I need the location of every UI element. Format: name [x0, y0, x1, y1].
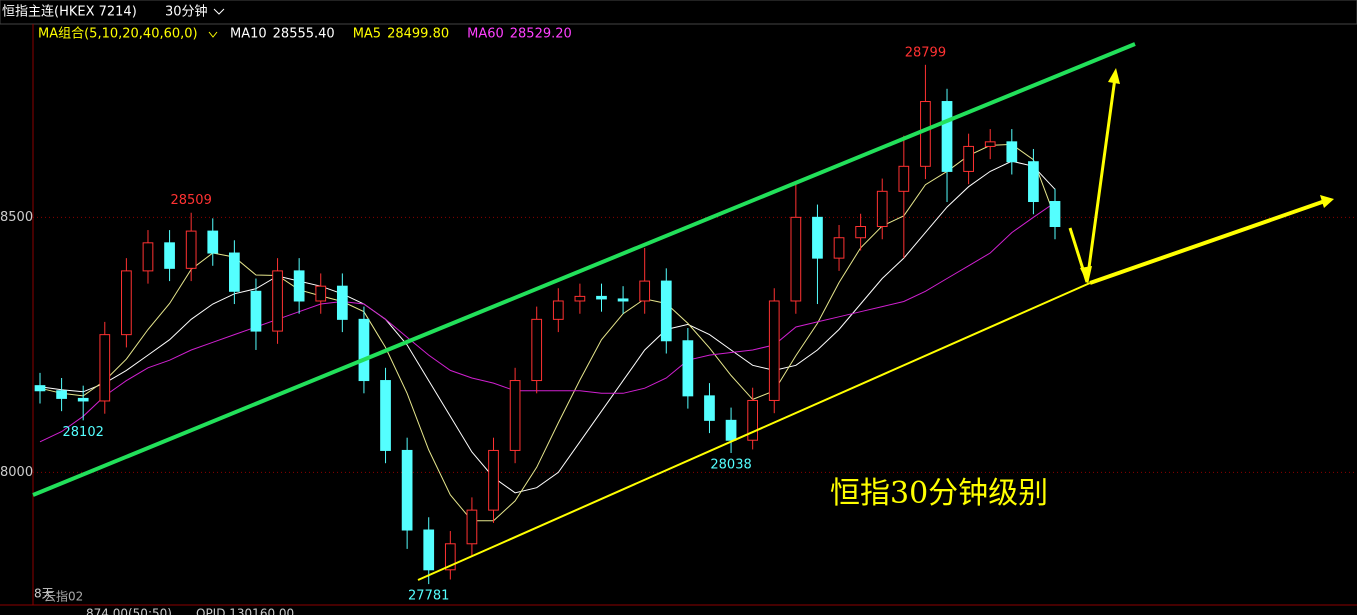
candle-body [725, 419, 737, 441]
candle-body [963, 145, 974, 172]
top-bar [0, 0, 1357, 25]
instrument-title[interactable]: 恒指主连(HKEX 7214) [2, 4, 137, 20]
candle-body [466, 509, 478, 545]
candle-body [229, 252, 240, 292]
ma-line [39, 160, 1056, 494]
candle-body [531, 318, 543, 382]
candle-body [336, 285, 348, 320]
footer-label: 云指02 [44, 589, 83, 604]
candle-body [142, 242, 154, 272]
low-label: 28102 [63, 425, 104, 440]
candle-body [185, 230, 197, 269]
indicator-chevron[interactable] [208, 31, 218, 38]
candle-body [272, 270, 283, 332]
candle-body [444, 543, 456, 571]
indicator-label[interactable]: MA组合(5,10,20,40,60,0) [38, 27, 198, 42]
candle-body [77, 397, 89, 402]
candle-body [898, 165, 910, 192]
candle-body [164, 242, 175, 269]
low-label: 28038 [710, 457, 751, 472]
candle-body [509, 380, 521, 451]
candle-body [876, 190, 888, 228]
arrow-head [1320, 195, 1334, 208]
footer-item: OPID 130160.00 [196, 607, 294, 615]
candle-body [768, 300, 780, 401]
legend-name: MA60 [467, 27, 504, 42]
candle-body [121, 270, 132, 336]
arrow-head [1080, 266, 1092, 284]
candle-body [293, 270, 305, 302]
candle-body [855, 226, 866, 239]
candles: 28509 28799 28102 27781 28038 [34, 45, 1061, 604]
candle-body [423, 529, 435, 571]
trend-lines [32, 42, 1334, 581]
candle-body [639, 280, 651, 302]
lower-channel-line [417, 282, 1091, 581]
upper-channel-line [32, 42, 1136, 497]
footer-item: 874.00(50:50) [86, 607, 172, 615]
y-tick-label: 8000 [0, 465, 33, 480]
candle-body [920, 101, 931, 167]
candle-body [812, 216, 823, 259]
legend-value: 28555.40 [273, 27, 335, 42]
candle-body [207, 230, 219, 254]
ma-line [39, 202, 1056, 443]
candle-body [617, 298, 629, 302]
candle-body [1028, 161, 1039, 203]
arrow-head [1108, 68, 1120, 84]
period-chevron[interactable] [213, 8, 225, 15]
candle-body [250, 290, 262, 332]
legend: MA10 28555.40 MA5 28499.80 MA60 28529.20 [230, 27, 572, 42]
candle-body [488, 449, 499, 511]
candle-body [704, 395, 715, 421]
candle-body [1049, 201, 1061, 228]
candle-body [747, 399, 759, 441]
legend-value: 28529.20 [510, 27, 572, 42]
candle-body [1006, 141, 1018, 163]
y-tick-label: 8500 [0, 210, 33, 225]
annotation: 恒指30分钟级别 [830, 476, 1048, 511]
high-label: 28509 [170, 193, 211, 208]
candle-body [984, 141, 996, 147]
low-label: 27781 [408, 589, 449, 604]
candle-body [596, 295, 607, 300]
period-selector[interactable]: 30分钟 [165, 4, 208, 20]
grid: 8500 8000 [0, 210, 1357, 480]
candle-body [833, 237, 845, 259]
candle-body [574, 295, 586, 302]
candle-body [380, 380, 391, 451]
candle-body [315, 285, 327, 302]
candle-body [790, 216, 802, 302]
candle-body [941, 101, 953, 172]
candle-body [552, 300, 564, 320]
lower-channel-arrow [1089, 199, 1326, 285]
candle-body [660, 280, 672, 342]
candle-body [56, 390, 67, 399]
legend-name: MA5 [353, 27, 381, 42]
candle-body [401, 449, 413, 531]
candle-body [682, 340, 694, 397]
legend-value: 28499.80 [387, 27, 449, 42]
high-label: 28799 [905, 45, 946, 60]
footer-label: 8天 [34, 587, 54, 601]
legend-name: MA10 [230, 27, 267, 42]
candle-body [99, 334, 111, 402]
candle-body [358, 318, 370, 382]
candle-body [34, 385, 46, 392]
